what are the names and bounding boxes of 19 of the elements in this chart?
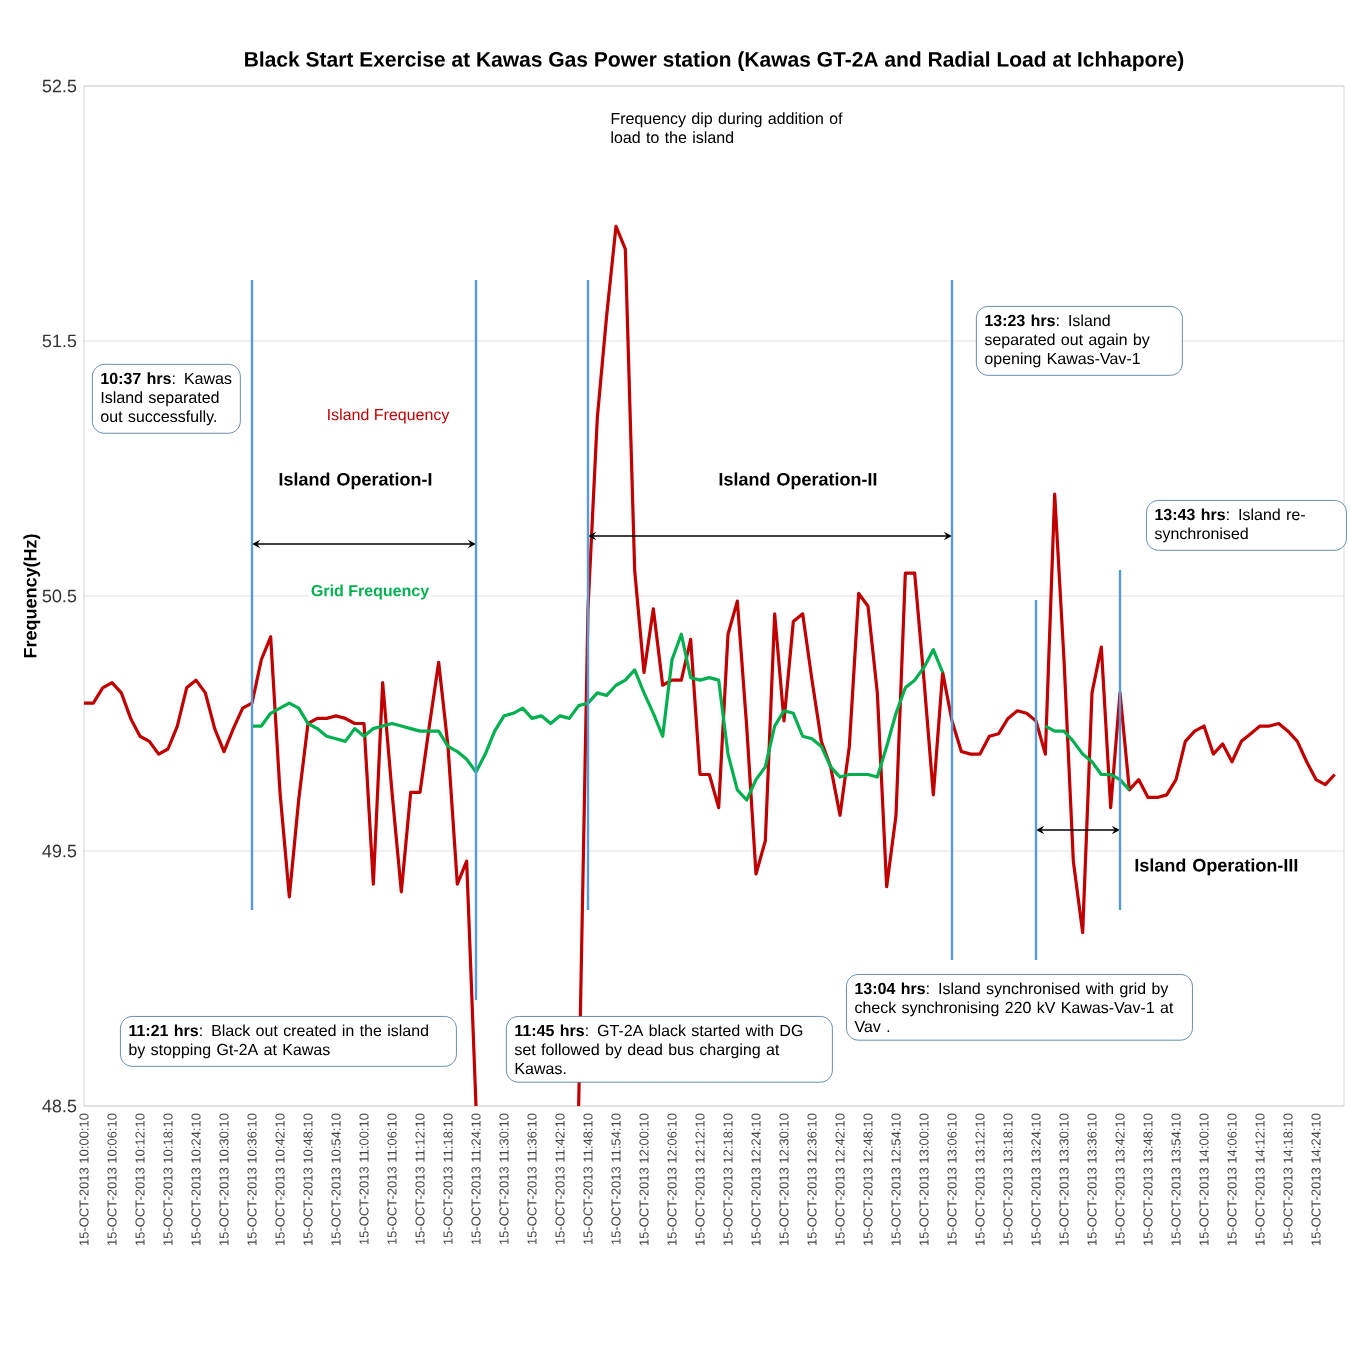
text: Island Frequency xyxy=(328,408,450,424)
y-tick-label: 52.5 xyxy=(42,79,77,93)
y-axis-title: Frequency(Hz) xyxy=(23,534,41,658)
y-tick-label: 51.5 xyxy=(42,334,77,348)
annotation: 11:21 hrs: Black out created in the island by stopping Gt-2A at Kawas xyxy=(129,1024,428,1059)
chart-title: Black Start Exercise at Kawas Gas Power station (Kawas GT-2A and Radial Load at Ichhapore) xyxy=(245,51,1184,71)
annotation: 13:04 hrs: Island synchronised with grid by check synchronising 220 kV Kawas-Vav-1 at Vav . xyxy=(854,982,1174,1033)
text: Grid Frequency xyxy=(311,584,430,600)
annotation: Island Operation-III xyxy=(1135,858,1298,876)
y-tick-label: 49.5 xyxy=(42,844,77,858)
annotation: 10:37 hrs: Kawas Island separated out successfully. xyxy=(101,372,232,426)
annotation: Island Operation-II xyxy=(719,472,877,490)
annotation: 13:23 hrs: Island separated out again by opening Kawas-Vav-1 xyxy=(984,314,1150,368)
annotation: Island Operation-I xyxy=(279,472,432,490)
annotation: 11:45 hrs: GT-2A black started with DG set followed by dead bus charging at Kawas. xyxy=(514,1024,803,1075)
annotation: 13:43 hrs: Island re-synchronised xyxy=(1154,508,1305,543)
y-tick-label: 48.5 xyxy=(42,1099,77,1113)
y-tick-label: 50.5 xyxy=(42,589,77,603)
annotation: Frequency dip during addition of load to the island xyxy=(611,112,843,144)
